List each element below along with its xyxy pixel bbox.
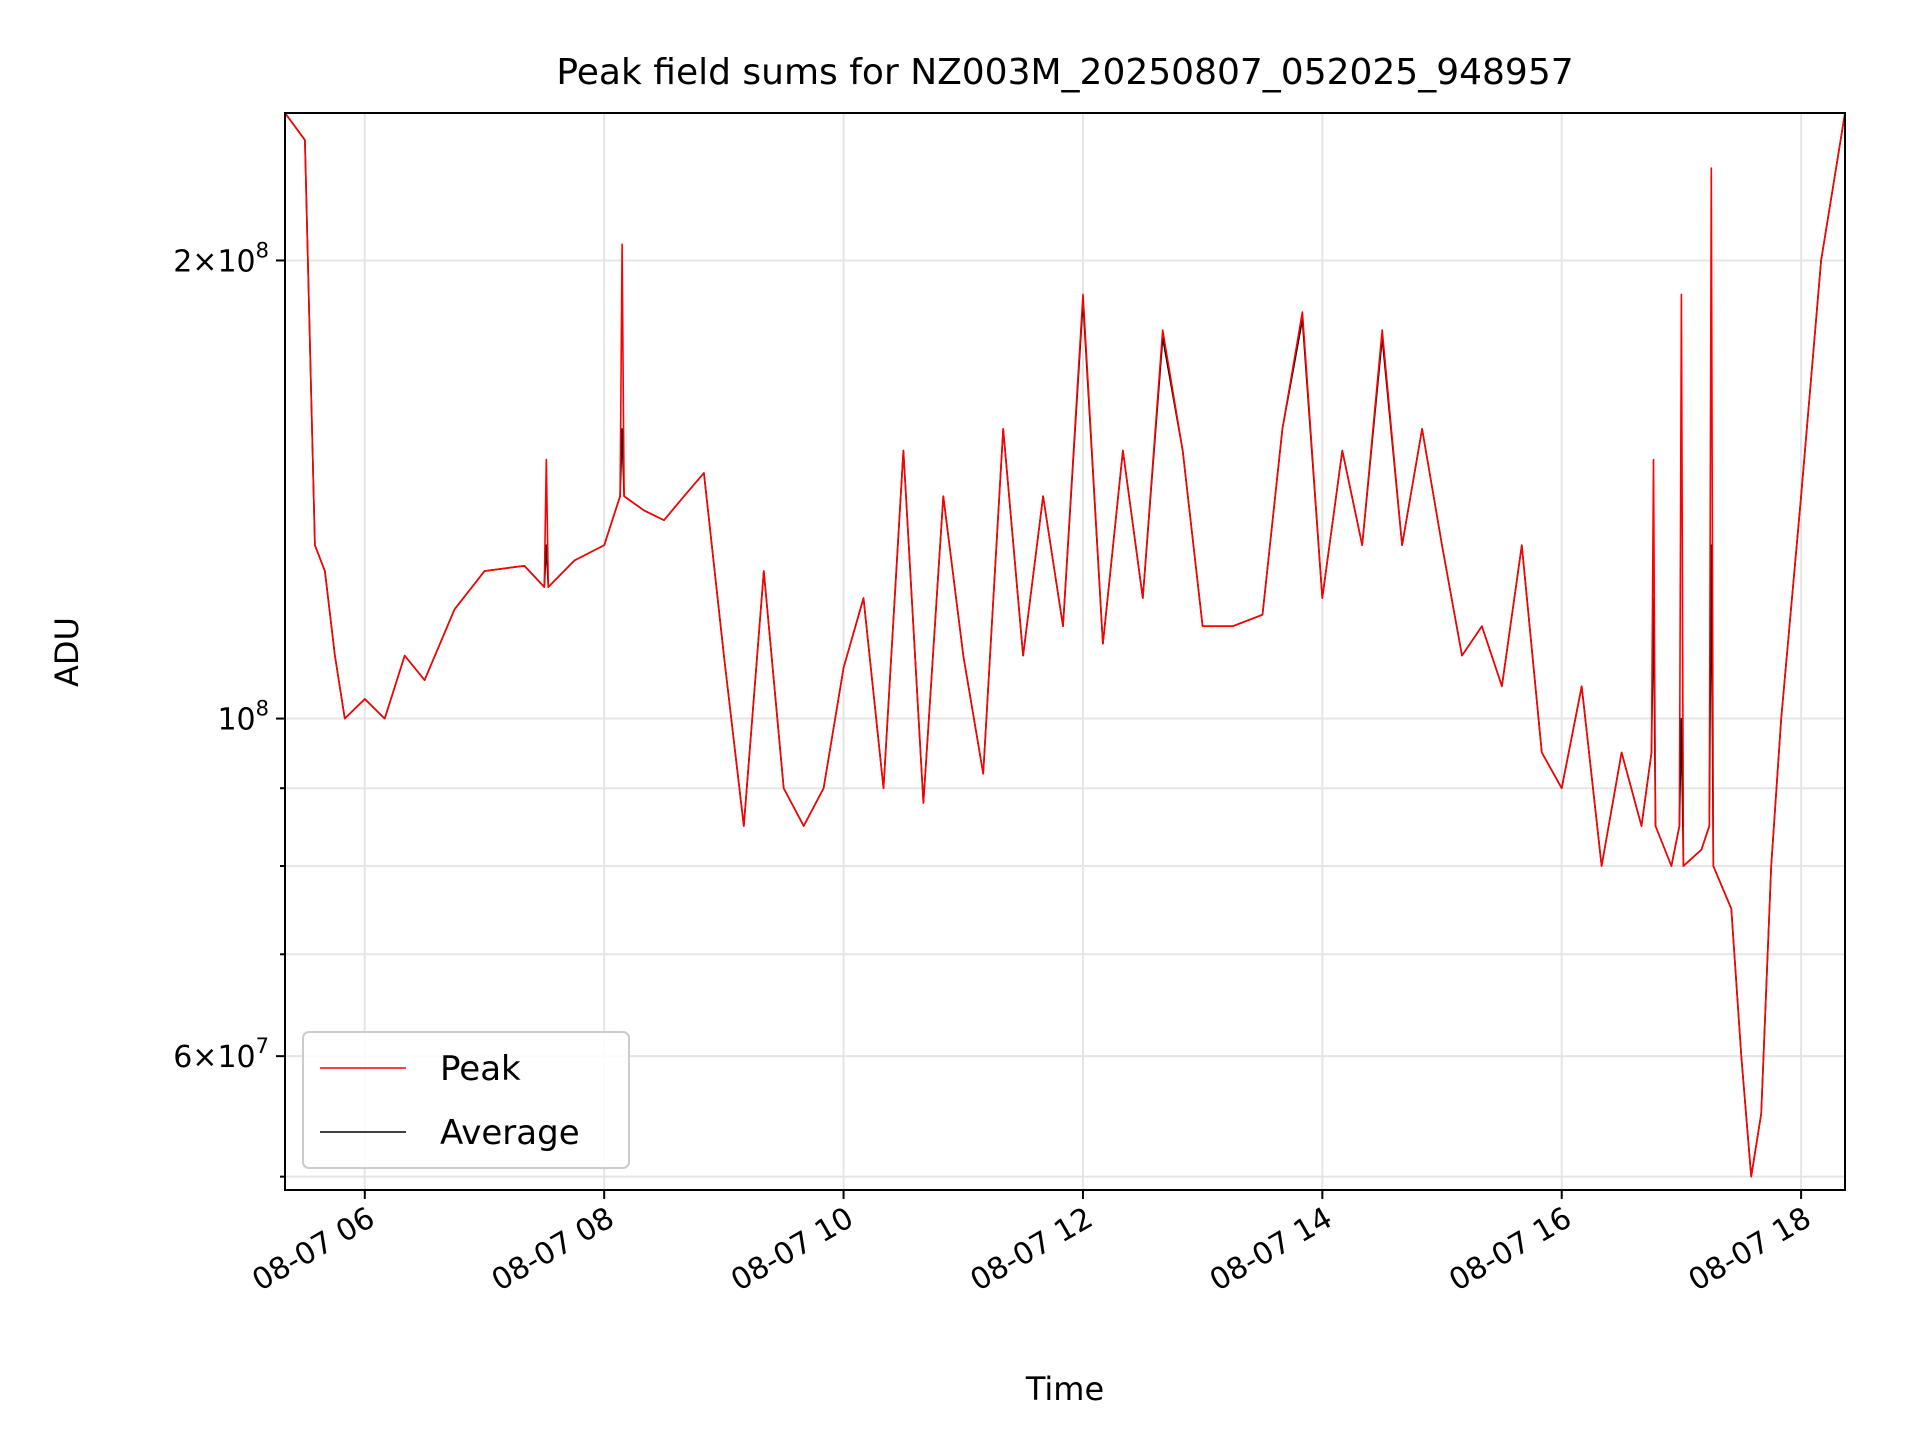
series-line-peak [284,112,1846,1178]
series-layer [284,112,1846,1178]
y-tick-label: 108 [217,697,269,738]
x-axis-label: Time [1025,1370,1104,1408]
plot-frame [284,112,1846,1191]
legend-box [302,1031,630,1169]
legend-label-peak: Peak [440,1049,521,1089]
y-tick-label: 2×108 [173,238,269,279]
y-axis: 6×107 108 2×108 [173,238,285,1178]
legend-label-average: Average [440,1113,580,1153]
chart-title: Peak field sums for NZ003M_20250807_0520… [556,52,1573,93]
y-tick-label: 6×107 [173,1034,269,1075]
y-axis-label: ADU [48,617,86,687]
legend: Peak Average [302,1031,630,1169]
